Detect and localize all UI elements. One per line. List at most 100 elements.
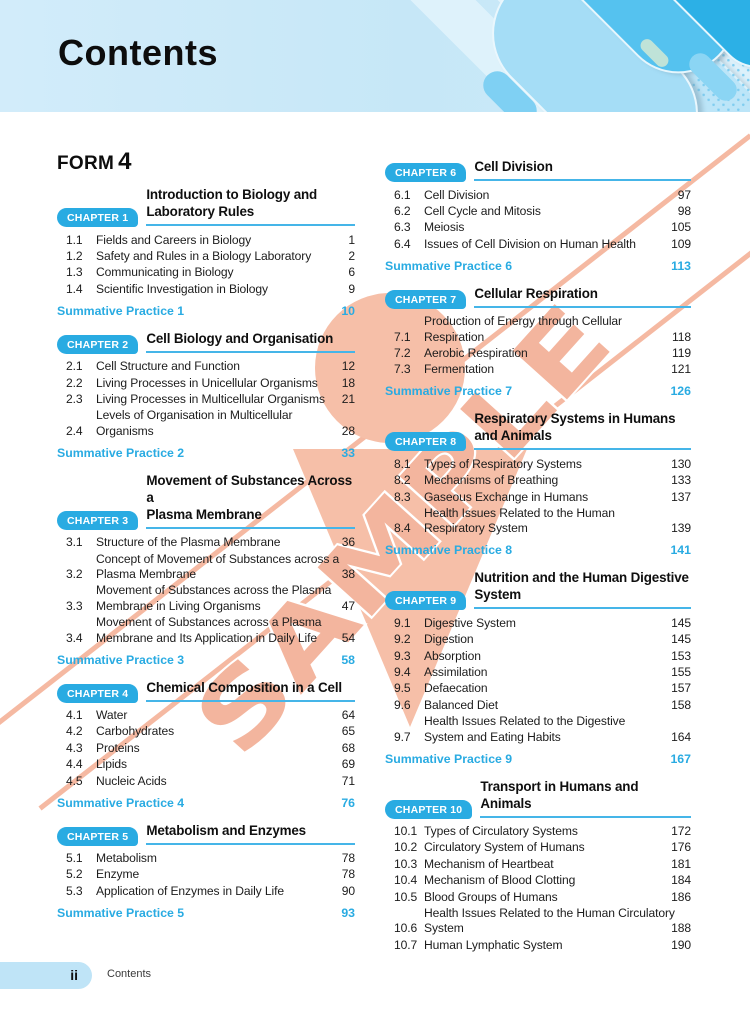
item-title: Enzyme (96, 867, 140, 882)
item-number: 6.4 (394, 236, 411, 251)
toc-item: 9.4 Assimilation 155 (385, 665, 691, 681)
item-number: 8.2 (394, 473, 411, 488)
toc-item: 1.4 Scientific Investigation in Biology … (57, 281, 355, 297)
toc-item: 4.4 Lipids 69 (57, 757, 355, 773)
item-title: Metabolism (96, 851, 157, 866)
item-title: Absorption (424, 648, 481, 663)
chapter-items: 2.1 Cell Structure and Function 12 2.2 L… (57, 359, 355, 440)
toc-item: 9.2 Digestion 145 (385, 632, 691, 648)
chapter-section: CHAPTER 9 Nutrition and the Human Digest… (385, 569, 691, 766)
item-page-number: 164 (671, 729, 691, 744)
item-page-number: 153 (671, 648, 691, 663)
toc-item: 10.6 Health Issues Related to the Human … (385, 906, 691, 938)
chapter-title: Introduction to Biology and Laboratory R… (146, 186, 355, 226)
chapter-section: CHAPTER 7 Cellular Respiration 7.1 Produ… (385, 285, 691, 398)
item-title: Movement of Substances across the Plasma… (96, 583, 332, 613)
chapter-items: 10.1 Types of Circulatory Systems 172 10… (385, 824, 691, 954)
item-title: Levels of Organisation in Multicellular … (96, 408, 293, 438)
item-number: 2.1 (66, 359, 83, 374)
item-title: Application of Enzymes in Daily Life (96, 883, 284, 898)
item-page-number: 98 (677, 203, 691, 218)
toc-item: 4.1 Water 64 (57, 708, 355, 724)
chapter-title: Transport in Humans and Animals (480, 778, 691, 818)
item-page-number: 157 (671, 681, 691, 696)
item-title: Mechanism of Blood Clotting (424, 873, 576, 888)
toc-item: 3.2 Concept of Movement of Substances ac… (57, 551, 355, 583)
toc-item: 9.5 Defaecation 157 (385, 681, 691, 697)
item-title: Types of Respiratory Systems (424, 456, 582, 471)
summative-practice-row: Summative Practice 3 58 (57, 653, 355, 667)
item-title: Cell Division (424, 187, 490, 202)
chapter-header: CHAPTER 8 Respiratory Systems in Humans … (385, 410, 691, 452)
toc-item: 2.2 Living Processes in Unicellular Orga… (57, 375, 355, 391)
item-title: Digestive System (424, 615, 516, 630)
item-page-number: 119 (672, 345, 691, 360)
item-title: Meiosis (424, 220, 465, 235)
item-number: 4.4 (66, 757, 83, 772)
footer-page-number: ii (70, 967, 78, 983)
toc-item: 5.3 Application of Enzymes in Daily Life… (57, 883, 355, 899)
toc-item: 4.3 Proteins 68 (57, 740, 355, 756)
item-page-number: 78 (341, 867, 355, 882)
toc-item: 6.2 Cell Cycle and Mitosis 98 (385, 203, 691, 219)
item-title: Proteins (96, 740, 140, 755)
item-page-number: 65 (341, 724, 355, 739)
toc-item: 2.3 Living Processes in Multicellular Or… (57, 391, 355, 407)
chapter-section: CHAPTER 4 Chemical Composition in a Cell… (57, 679, 355, 810)
item-title: Gaseous Exchange in Humans (424, 489, 589, 504)
form-word: FORM (57, 153, 115, 174)
item-number: 8.4 (394, 521, 411, 536)
item-page-number: 90 (341, 883, 355, 898)
chapter-badge: CHAPTER 2 (57, 334, 139, 354)
item-page-number: 181 (671, 856, 691, 871)
item-page-number: 97 (677, 187, 691, 202)
chapter-badge: CHAPTER 10 (385, 799, 473, 819)
item-page-number: 145 (671, 615, 691, 630)
item-title: Health Issues Related to the Human Circu… (424, 906, 675, 936)
item-number: 9.2 (394, 632, 411, 647)
toc-item: 1.2 Safety and Rules in a Biology Labora… (57, 248, 355, 264)
chapter-title: Nutrition and the Human Digestive System (474, 569, 691, 610)
item-title: Defaecation (424, 681, 488, 696)
chapter-title: Chemical Composition in a Cell (146, 679, 355, 702)
item-title: Lipids (96, 757, 127, 772)
toc-item: 4.5 Nucleic Acids 71 (57, 773, 355, 789)
item-number: 7.3 (394, 362, 411, 377)
toc-item: 2.4 Levels of Organisation in Multicellu… (57, 408, 355, 440)
item-title: Living Processes in Multicellular Organi… (96, 391, 325, 406)
item-title: Water (96, 708, 128, 722)
item-page-number: 54 (341, 630, 355, 645)
item-title: Living Processes in Unicellular Organism… (96, 375, 318, 390)
summative-practice-row: Summative Practice 5 93 (57, 906, 355, 920)
item-page-number: 1 (348, 232, 355, 247)
chapter-header: CHAPTER 5 Metabolism and Enzymes (57, 822, 355, 846)
item-title: Movement of Substances across a Plasma M… (96, 615, 322, 645)
toc-item: 3.3 Movement of Substances across the Pl… (57, 583, 355, 615)
item-number: 9.4 (394, 665, 411, 679)
chapter-badge: CHAPTER 8 (385, 432, 467, 452)
chapter-badge: CHAPTER 9 (385, 591, 467, 611)
item-page-number: 139 (671, 521, 691, 536)
summative-label: Summative Practice 6 (385, 258, 513, 273)
toc-item: 8.2 Mechanisms of Breathing 133 (385, 473, 691, 489)
chapter-section: CHAPTER 2 Cell Biology and Organisation … (57, 330, 355, 460)
toc-item: 1.1 Fields and Careers in Biology 1 (57, 232, 355, 248)
chapter-header: CHAPTER 10 Transport in Humans and Anima… (385, 778, 691, 819)
item-page-number: 121 (671, 362, 691, 377)
summative-page-number: 113 (671, 258, 691, 273)
item-number: 1.4 (66, 281, 83, 296)
toc-item: 10.7 Human Lymphatic System 190 (385, 937, 691, 953)
summative-page-number: 76 (341, 795, 355, 810)
item-page-number: 78 (341, 851, 355, 866)
item-page-number: 137 (671, 489, 691, 504)
item-number: 9.6 (394, 697, 411, 712)
summative-page-number: 33 (341, 445, 355, 460)
chapter-section: CHAPTER 8 Respiratory Systems in Humans … (385, 410, 691, 557)
item-title: Concept of Movement of Substances across… (96, 551, 340, 581)
footer-page-tab (0, 962, 92, 989)
toc-item: 7.1 Production of Energy through Cellula… (385, 314, 691, 346)
chapter-section: CHAPTER 6 Cell Division 6.1 Cell Divisio… (385, 158, 691, 273)
item-number: 1.2 (66, 248, 83, 263)
item-title: Communicating in Biology (96, 265, 234, 280)
